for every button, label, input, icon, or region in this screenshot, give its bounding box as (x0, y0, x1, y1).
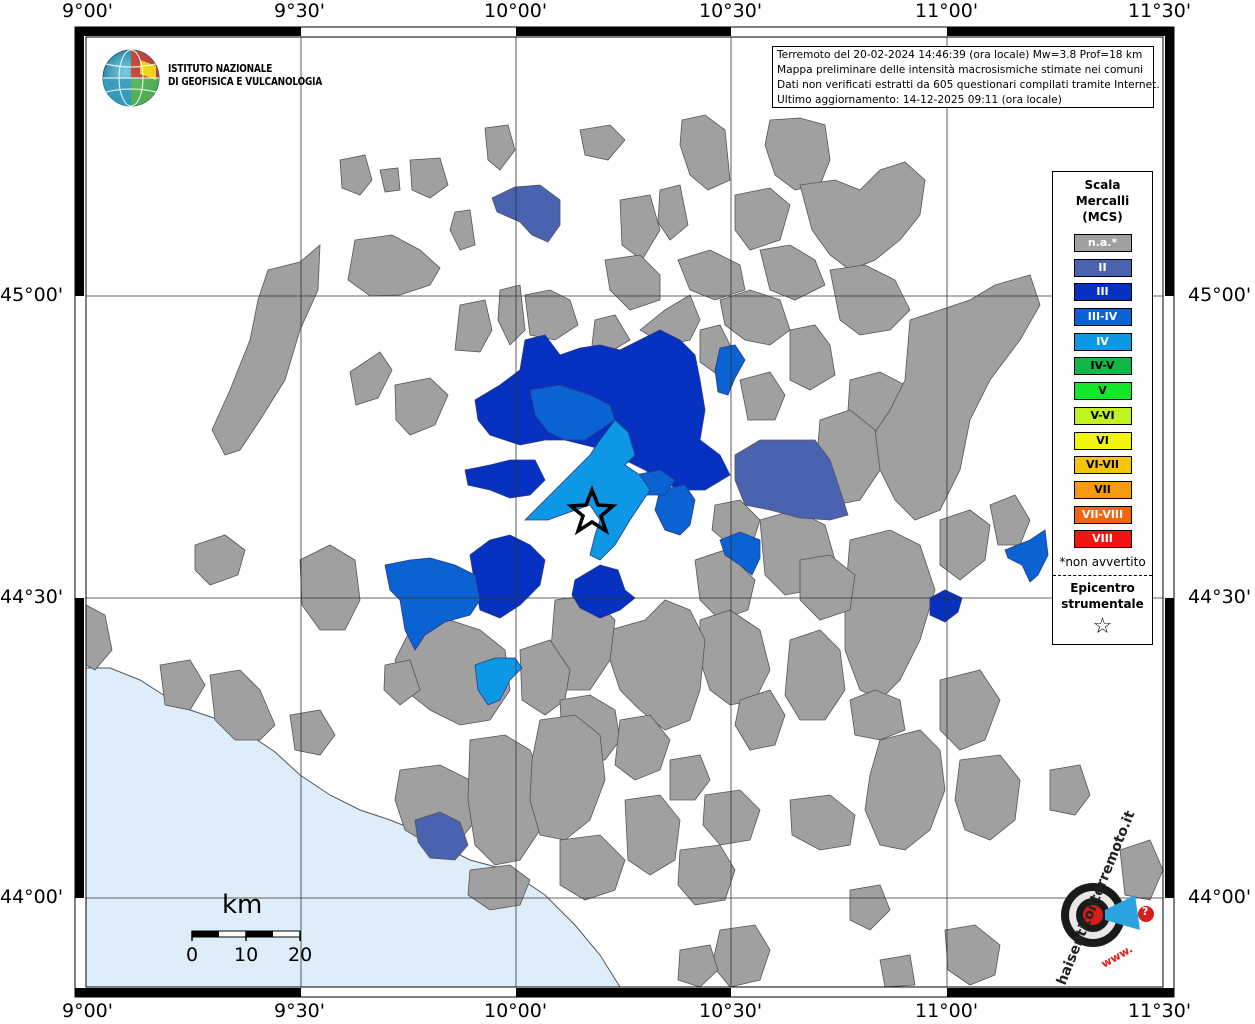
legend-item: VIII (1073, 530, 1132, 549)
legend-item: IV (1073, 332, 1132, 351)
lon-label-bottom: 11°00' (915, 1000, 979, 1022)
lon-label-bottom: 9°00' (62, 1000, 113, 1022)
scale-bar (191, 930, 301, 941)
lat-label-right: 45°00' (1188, 284, 1252, 306)
epicenter-star-icon (566, 485, 618, 536)
scale-unit: km (222, 890, 263, 920)
lon-label-top: 9°30' (274, 0, 325, 22)
legend-item: II (1073, 258, 1132, 277)
lat-label-right: 44°00' (1188, 886, 1252, 908)
legend-item: VII-VIII (1073, 505, 1132, 524)
institute-name: ISTITUTO NAZIONALE DI GEOFISICA E VULCAN… (168, 63, 323, 88)
legend-item: V-VI (1073, 406, 1132, 425)
earthquake-info-box: Terremoto del 20-02-2024 14:46:39 (ora l… (772, 46, 1160, 108)
star-icon: ☆ (1092, 613, 1113, 639)
lat-label-left: 44°00' (0, 886, 64, 908)
legend-item: IV-V (1073, 357, 1132, 376)
lon-label-top: 10°00' (484, 0, 548, 22)
lon-label-top: 10°30' (699, 0, 763, 22)
lon-label-bottom: 9°30' (274, 1000, 325, 1022)
legend-note: *non avvertito (1059, 554, 1146, 569)
intensity-legend: Scala Mercalli (MCS) n.a.* II III III-IV IV I… (1052, 171, 1153, 645)
info-line: Dati non verificati estratti da 605 ques… (777, 79, 1160, 91)
legend-item: VI-VII (1073, 456, 1132, 475)
ingv-logo-icon (102, 49, 160, 107)
lon-label-bottom: 10°30' (699, 1000, 763, 1022)
scale-label: 0 (186, 944, 199, 966)
legend-item: III-IV (1073, 308, 1132, 327)
scale-label: 10 (234, 944, 259, 966)
info-line: Mappa preliminare delle intensità macros… (777, 64, 1144, 76)
map-frame-ticks (75, 27, 1174, 997)
lat-label-left: 45°00' (0, 284, 64, 306)
lat-label-left: 44°30' (0, 586, 64, 608)
legend-item: n.a.* (1073, 234, 1132, 252)
lon-label-top: 11°30' (1128, 0, 1192, 22)
legend-item: V (1073, 382, 1132, 401)
info-line: Terremoto del 20-02-2024 14:46:39 (ora l… (777, 49, 1143, 61)
legend-item: VII (1073, 480, 1132, 499)
legend-item: III (1073, 283, 1132, 302)
legend-divider (1053, 574, 1152, 576)
lon-label-top: 11°00' (915, 0, 979, 22)
hst-logo-icon (1061, 883, 1154, 947)
scale-label: 20 (288, 944, 313, 966)
lat-label-right: 44°30' (1188, 586, 1252, 608)
legend-title: Scala Mercalli (MCS) (1075, 178, 1130, 224)
legend-items: n.a.* II III III-IV IV IV-V V V-VI VI VI-VII VII VI… (1053, 234, 1152, 549)
lon-label-bottom: 10°00' (484, 1000, 548, 1022)
legend-epicenter-label: Epicentro strumentale (1061, 580, 1144, 611)
lon-label-bottom: 11°30' (1128, 1000, 1192, 1022)
legend-item: VI (1073, 431, 1132, 450)
info-line: Ultimo aggiornamento: 14-12-2025 09:11 (… (777, 94, 1062, 106)
hst-logo-question: ? (1142, 905, 1149, 918)
lon-label-top: 9°00' (62, 0, 113, 22)
